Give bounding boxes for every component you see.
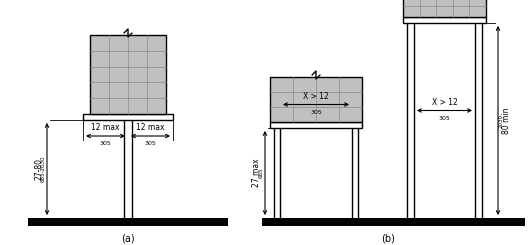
Text: 685-2030: 685-2030 [41,156,46,182]
Text: (a): (a) [121,233,135,243]
Text: 305: 305 [100,141,112,146]
Text: 80 min: 80 min [502,107,511,134]
Bar [403,17,486,23]
Text: X > 12: X > 12 [303,91,329,100]
Text: 2030: 2030 [499,113,504,127]
Text: 27-80: 27-80 [34,158,43,180]
Text: 305: 305 [310,110,322,114]
Bar [262,218,525,226]
Bar [28,218,228,226]
Text: 12 max: 12 max [136,123,165,132]
Bar [403,0,486,17]
Text: X > 12: X > 12 [432,98,457,107]
Bar [83,114,173,120]
Bar [270,77,362,122]
Text: 305: 305 [144,141,156,146]
Text: 305: 305 [439,115,450,121]
Bar [90,35,166,114]
Text: 685: 685 [259,168,264,178]
Text: 12 max: 12 max [91,123,120,132]
Text: 27 max: 27 max [252,159,261,187]
Text: (b): (b) [382,233,396,243]
Bar [270,122,362,128]
